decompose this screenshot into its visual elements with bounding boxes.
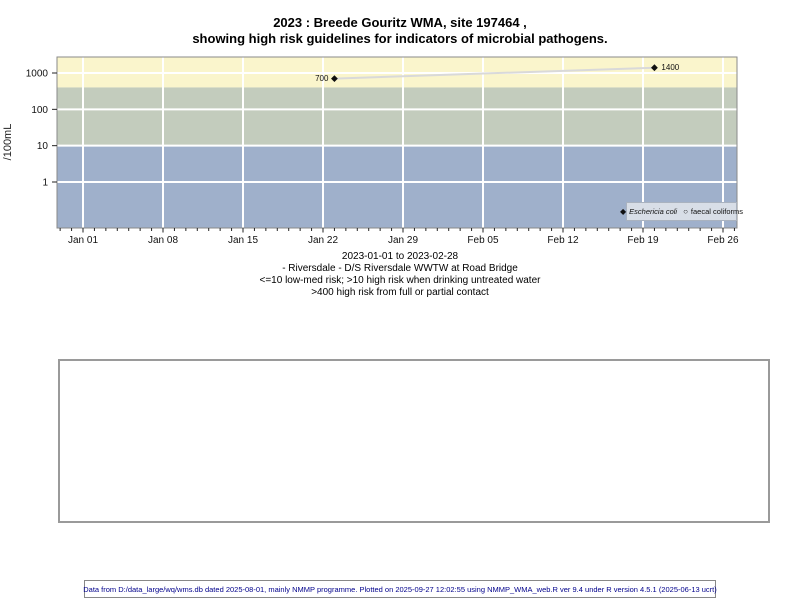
legend-item-faecal-coliforms: ○ faecal coliforms [683, 207, 743, 216]
footer: Data from D:/data_large/wq/wms.db dated … [83, 580, 717, 598]
risk-band [57, 87, 737, 146]
x-tick-label: Feb 12 [547, 235, 579, 246]
chart-caption: 2023-01-01 to 2023-02-28 - Riversdale - … [0, 251, 800, 299]
risk-band [57, 145, 737, 228]
data-point-label: 700 [315, 74, 329, 83]
y-tick-label: 10 [37, 141, 49, 152]
x-tick-label: Jan 01 [68, 235, 98, 246]
footer-text: Data from D:/data_large/wq/wms.db dated … [83, 584, 717, 594]
caption-date-range: 2023-01-01 to 2023-02-28 [341, 251, 459, 262]
empty-panel [58, 359, 770, 523]
x-tick-label: Jan 08 [148, 235, 178, 246]
open-circle-icon: ○ [683, 206, 688, 216]
chart-title-line1: 2023 : Breede Gouritz WMA, site 197464 , [273, 15, 527, 30]
filled-diamond-icon: ◆ [619, 206, 627, 216]
data-point-marker [651, 64, 658, 72]
legend-label-ecoli: Eschericia coli [629, 207, 678, 216]
x-tick-label: Jan 15 [228, 235, 258, 246]
data-point-label: 1400 [661, 63, 679, 72]
x-tick-label: Jan 22 [308, 235, 338, 246]
data-point-marker [331, 75, 338, 83]
y-tick-label: 1 [42, 178, 48, 189]
x-tick-label: Feb 26 [707, 235, 739, 246]
chart-title: 2023 : Breede Gouritz WMA, site 197464 ,… [0, 15, 800, 47]
caption-risk-note-2: >400 high risk from full or partial cont… [311, 287, 489, 298]
x-tick-label: Feb 19 [627, 235, 659, 246]
x-tick-label: Jan 29 [388, 235, 418, 246]
x-tick-label: Feb 05 [467, 235, 499, 246]
caption-risk-note-1: <=10 low-med risk; >10 high risk when dr… [259, 275, 541, 286]
panel-border [56, 56, 738, 229]
y-tick-label: 1000 [26, 69, 49, 80]
y-tick-label: 100 [31, 105, 48, 116]
chart-plot: Jan 01 Jan 08 Jan 15 Jan 22 Jan 29 Feb 05 Feb … [26, 56, 739, 246]
legend-item-ecoli: ◆ Eschericia coli [620, 207, 677, 216]
caption-site-name: - Riversdale - D/S Riversdale WWTW at Ro… [282, 263, 518, 274]
legend-label-faecal-coliforms: faecal coliforms [690, 207, 744, 216]
chart-legend: ◆ Eschericia coli ○ faecal coliforms [620, 202, 743, 221]
series-line [334, 66, 655, 80]
chart-title-line2: showing high risk guidelines for indicat… [192, 31, 608, 46]
